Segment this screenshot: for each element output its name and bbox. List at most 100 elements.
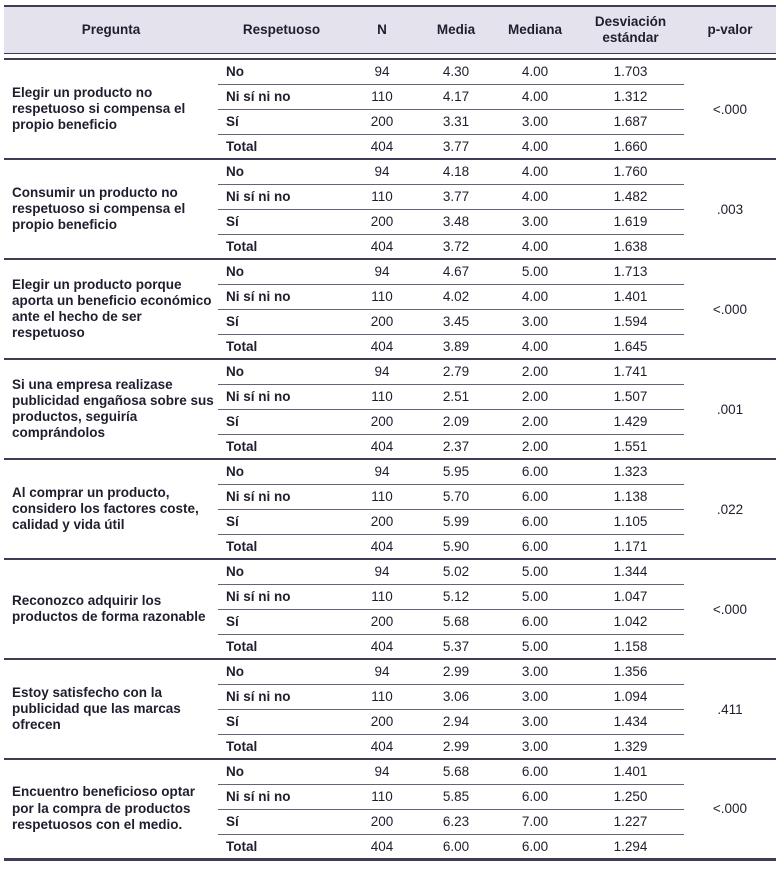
- table-row: Total 404 2.99 3.00 1.329: [4, 734, 776, 759]
- sd-cell: 1.312: [577, 84, 684, 110]
- table-row: Si una empresa realizase publicidad enga…: [4, 358, 776, 459]
- sd-cell: 1.434: [577, 709, 684, 735]
- column-header-pvalor: p-valor: [684, 5, 776, 54]
- mediana-cell: 2.00: [493, 384, 577, 410]
- respetuoso-cell: Total: [226, 438, 258, 454]
- n-cell: 404: [370, 738, 394, 754]
- n-cell: 404: [370, 438, 394, 454]
- media-cell: 2.99: [419, 658, 493, 685]
- respetuoso-cell: No: [218, 758, 345, 785]
- table-row: Al comprar un producto, considero los fa…: [4, 458, 776, 559]
- question-group: Estoy satisfecho con la publicidad que l…: [4, 658, 776, 759]
- question-group: Consumir un producto no respetuoso si co…: [4, 158, 776, 259]
- n-cell: 110: [345, 184, 419, 210]
- respetuoso-cell: Total: [226, 538, 258, 554]
- n-cell: 94: [345, 558, 419, 585]
- mediana-cell: 4.00: [521, 238, 549, 254]
- n-cell: 94: [345, 58, 419, 85]
- n-cell: 110: [345, 484, 419, 510]
- sd-cell: 1.713: [577, 258, 684, 285]
- column-header-media: Media: [419, 5, 493, 54]
- n-cell: 404: [370, 238, 394, 254]
- media-cell: 6.23: [419, 809, 493, 835]
- question-group: Reconozco adquirir los productos de form…: [4, 558, 776, 659]
- respetuoso-cell: Ni sí ni no: [218, 784, 345, 810]
- question-group: Elegir un producto no respetuoso si comp…: [4, 58, 776, 159]
- n-cell: 110: [345, 84, 419, 110]
- respetuoso-cell: Sí: [218, 309, 345, 335]
- respetuoso-cell: Ni sí ni no: [218, 484, 345, 510]
- sd-cell: 1.158: [613, 638, 648, 654]
- respetuoso-cell: Ni sí ni no: [218, 284, 345, 310]
- sd-cell: 1.429: [577, 409, 684, 435]
- media-cell: 4.17: [419, 84, 493, 110]
- mediana-cell: 3.00: [521, 738, 549, 754]
- statistics-table: Pregunta Respetuoso N Media Mediana Desv…: [4, 5, 776, 861]
- respetuoso-cell: No: [218, 558, 345, 585]
- sd-cell: 1.094: [577, 684, 684, 710]
- n-cell: 200: [345, 109, 419, 135]
- question-cell: Encuentro beneficioso optar por la compr…: [4, 758, 218, 859]
- table-row: Sí 200 3.48 3.00 1.619: [4, 209, 776, 235]
- mediana-cell: 3.00: [493, 209, 577, 235]
- table-row: Ni sí ni no 110 2.51 2.00 1.507: [4, 384, 776, 410]
- mediana-cell: 6.00: [493, 784, 577, 810]
- respetuoso-cell: Ni sí ni no: [218, 184, 345, 210]
- media-cell: 5.37: [442, 638, 470, 654]
- header-row: Pregunta Respetuoso N Media Mediana Desv…: [4, 5, 776, 54]
- media-cell: 5.12: [419, 584, 493, 610]
- mediana-cell: 3.00: [493, 684, 577, 710]
- n-cell: 200: [345, 309, 419, 335]
- mediana-cell: 2.00: [493, 358, 577, 385]
- sd-cell: 1.619: [577, 209, 684, 235]
- table-row: Sí 200 5.99 6.00 1.105: [4, 509, 776, 535]
- question-cell: Si una empresa realizase publicidad enga…: [4, 358, 218, 459]
- n-cell: 404: [370, 138, 394, 154]
- question-cell: Consumir un producto no respetuoso si co…: [4, 158, 218, 259]
- n-cell: 404: [370, 338, 394, 354]
- question-cell: Al comprar un producto, considero los fa…: [4, 458, 218, 559]
- pvalue-cell: .001: [684, 358, 776, 459]
- mediana-cell: 6.00: [521, 538, 549, 554]
- media-cell: 4.67: [419, 258, 493, 285]
- media-cell: 3.45: [419, 309, 493, 335]
- respetuoso-cell: Sí: [218, 609, 345, 635]
- question-cell: Estoy satisfecho con la publicidad que l…: [4, 658, 218, 759]
- n-cell: 110: [345, 384, 419, 410]
- mediana-cell: 3.00: [493, 309, 577, 335]
- media-cell: 5.95: [419, 458, 493, 485]
- table-row: Sí 200 2.94 3.00 1.434: [4, 709, 776, 735]
- media-cell: 3.48: [419, 209, 493, 235]
- respetuoso-cell: Total: [226, 238, 258, 254]
- question-group: Elegir un producto porque aporta un bene…: [4, 258, 776, 359]
- mediana-cell: 4.00: [521, 338, 549, 354]
- question-cell: Elegir un producto no respetuoso si comp…: [4, 58, 218, 159]
- table-row: Total 404 6.00 6.00 1.294: [4, 834, 776, 859]
- mediana-cell: 6.00: [493, 609, 577, 635]
- media-cell: 5.68: [419, 609, 493, 635]
- media-cell: 4.18: [419, 158, 493, 185]
- respetuoso-cell: Sí: [218, 409, 345, 435]
- media-cell: 5.99: [419, 509, 493, 535]
- n-cell: 200: [345, 509, 419, 535]
- sd-cell: 1.171: [613, 538, 648, 554]
- sd-cell: 1.660: [613, 138, 648, 154]
- mediana-cell: 4.00: [521, 138, 549, 154]
- pvalue-cell: <.000: [684, 558, 776, 659]
- sd-cell: 1.042: [577, 609, 684, 635]
- n-cell: 94: [345, 458, 419, 485]
- table-row: Ni sí ni no 110 5.12 5.00 1.047: [4, 584, 776, 610]
- media-cell: 5.85: [419, 784, 493, 810]
- table-row: Sí 200 3.45 3.00 1.594: [4, 309, 776, 335]
- respetuoso-cell: Ni sí ni no: [218, 384, 345, 410]
- respetuoso-cell: Total: [226, 838, 258, 854]
- respetuoso-cell: No: [218, 358, 345, 385]
- sd-cell: 1.760: [577, 158, 684, 185]
- n-cell: 404: [370, 538, 394, 554]
- media-cell: 2.79: [419, 358, 493, 385]
- media-cell: 3.31: [419, 109, 493, 135]
- sd-cell: 1.294: [613, 838, 648, 854]
- respetuoso-cell: Total: [226, 138, 258, 154]
- mediana-cell: 5.00: [493, 558, 577, 585]
- table-row: Total 404 3.77 4.00 1.660: [4, 134, 776, 159]
